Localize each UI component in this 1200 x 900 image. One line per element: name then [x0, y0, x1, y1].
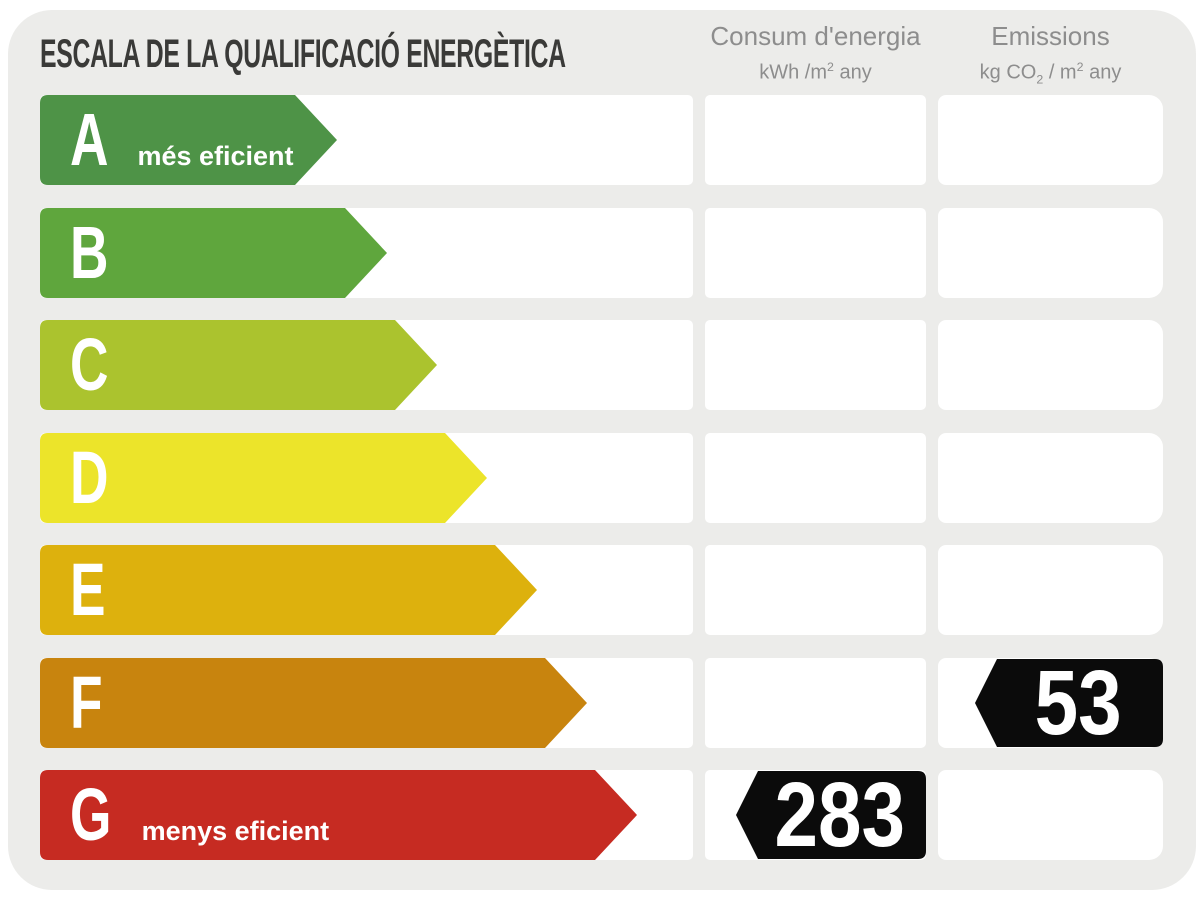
emissions-column-header: Emissions kg CO2 / m2 any — [938, 20, 1163, 92]
unit-text: any — [833, 61, 872, 84]
value-number: 283 — [774, 764, 906, 866]
rating-row-e: E — [8, 545, 1196, 635]
emissions-cell — [938, 432, 1163, 523]
rating-arrow-shape — [40, 770, 637, 860]
emissions-cell — [938, 320, 1163, 410]
emissions-cell — [938, 207, 1163, 298]
rating-letter: A — [70, 98, 109, 181]
consum-column-unit: kWh /m2 any — [705, 55, 926, 85]
rating-arrow-f: F — [40, 657, 587, 748]
rating-sublabel: menys eficient — [141, 816, 330, 846]
value-label: 283 — [758, 764, 922, 866]
rating-arrow-label: D — [70, 433, 123, 523]
rating-letter: E — [70, 548, 106, 631]
rating-arrow-shape — [40, 545, 537, 635]
consum-cell — [705, 320, 926, 410]
value-arrow-shape — [975, 658, 1163, 747]
consum-column-header: Consum d'energia kWh /m2 any — [705, 20, 926, 85]
rating-arrow-c: C — [40, 320, 437, 410]
consum-cell — [705, 432, 926, 523]
emissions-column-title: Emissions — [991, 21, 1110, 51]
consum-value-arrow: 283 — [736, 764, 926, 866]
emissions-cell — [938, 95, 1163, 185]
emissions-column-unit: kg CO2 / m2 any — [938, 55, 1163, 92]
emissions-value-arrow: 53 — [975, 651, 1163, 754]
consum-cell — [705, 95, 926, 185]
unit-superscript: 2 — [827, 60, 834, 74]
rating-row-c: C — [8, 320, 1196, 410]
consum-column-title: Consum d'energia — [710, 21, 921, 51]
unit-text: / m — [1043, 61, 1077, 84]
rating-row-f: F — [8, 657, 1196, 748]
emissions-cell — [938, 770, 1163, 860]
rating-arrow-label: E — [70, 545, 119, 635]
value-label: 53 — [997, 651, 1159, 754]
emissions-cell — [938, 545, 1163, 635]
rating-letter: D — [70, 435, 109, 519]
rating-row-b: B — [8, 207, 1196, 298]
unit-text: kg CO — [979, 61, 1037, 84]
rating-arrow-label: B — [70, 208, 123, 298]
rating-arrow-shape — [40, 95, 337, 185]
rating-letter: G — [70, 773, 112, 856]
page-title: ESCALA DE LA QUALIFICACIÓ ENERGÈTICA — [40, 32, 566, 76]
rating-arrow-shape — [40, 657, 587, 748]
rating-arrow-label: F — [70, 658, 115, 748]
rating-arrow-shape — [40, 432, 487, 523]
consum-cell — [705, 657, 926, 748]
unit-text: kWh /m — [759, 61, 828, 84]
rating-arrow-d: D — [40, 432, 487, 523]
rating-arrow-e: E — [40, 545, 537, 635]
rating-arrow-shape — [40, 207, 387, 298]
rating-row-d: D — [8, 432, 1196, 523]
consum-cell — [705, 545, 926, 635]
value-number: 53 — [1034, 651, 1122, 754]
rating-letter: C — [70, 323, 109, 406]
rating-arrow-label: C — [70, 320, 123, 410]
rating-arrow-b: B — [40, 207, 387, 298]
unit-superscript: 2 — [1076, 60, 1084, 74]
rating-arrow-shape — [40, 320, 437, 410]
unit-subscript: 2 — [1036, 72, 1044, 87]
unit-text: any — [1083, 61, 1122, 84]
energy-scale-card: ESCALA DE LA QUALIFICACIÓ ENERGÈTICA Con… — [8, 10, 1196, 890]
rating-sublabel: més eficient — [137, 141, 294, 171]
rating-letter: F — [70, 660, 103, 744]
consum-cell — [705, 207, 926, 298]
value-arrow-shape — [736, 771, 926, 859]
rating-letter: B — [70, 210, 109, 294]
